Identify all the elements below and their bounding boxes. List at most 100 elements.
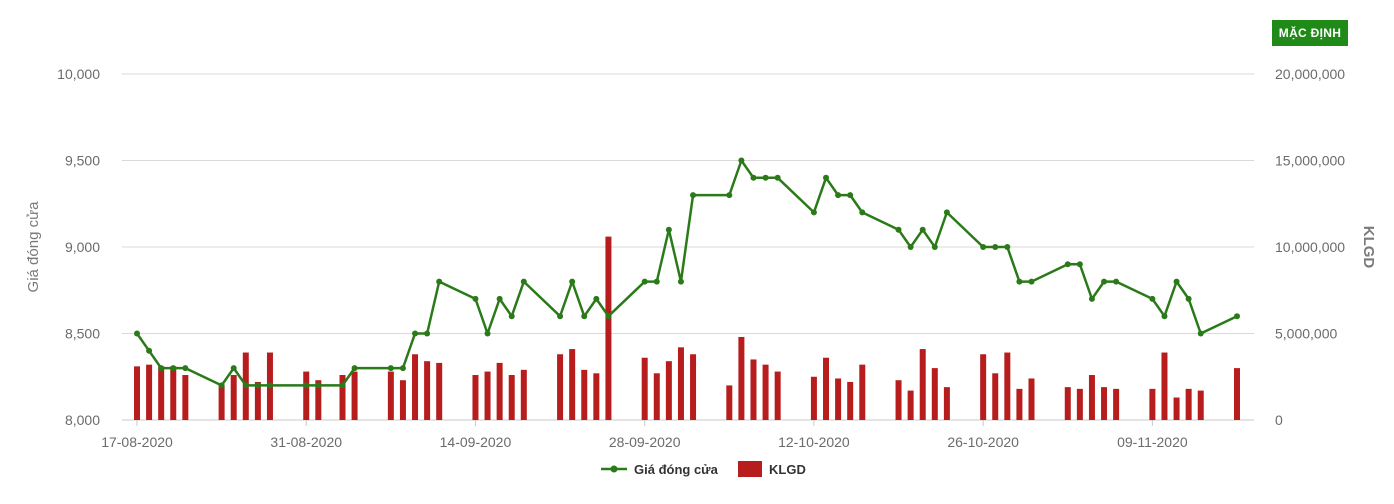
- price-point: [399, 365, 406, 372]
- volume-bar: [436, 362, 443, 420]
- volume-bar: [254, 381, 261, 420]
- volume-bar: [158, 366, 165, 420]
- price-point: [1088, 295, 1095, 302]
- price-point: [424, 330, 431, 337]
- price-point: [484, 330, 491, 337]
- price-point: [835, 192, 842, 199]
- legend-item-volume[interactable]: KLGD: [738, 461, 806, 477]
- price-point: [496, 295, 503, 302]
- price-point: [315, 382, 322, 389]
- price-point: [351, 365, 358, 372]
- price-point: [992, 244, 999, 250]
- x-tick-label: 09-11-2020: [1117, 434, 1188, 450]
- volume-bar: [1197, 390, 1204, 420]
- volume-bar: [339, 375, 346, 420]
- volume-bar: [907, 390, 914, 420]
- x-tick-label: 28-09-2020: [609, 434, 681, 450]
- volume-bar: [774, 371, 781, 420]
- price-point: [593, 295, 600, 302]
- price-point: [1101, 278, 1108, 285]
- x-tick-label: 17-08-2020: [101, 434, 173, 450]
- volume-bar: [726, 385, 733, 420]
- volume-bar: [484, 371, 491, 420]
- legend-item-price[interactable]: Giá đóng cửa: [601, 462, 719, 477]
- volume-bar: [557, 354, 564, 420]
- right-tick-label: 0: [1275, 412, 1283, 428]
- volume-bar: [1161, 352, 1168, 420]
- volume-bar: [847, 381, 854, 420]
- volume-bar: [677, 347, 684, 420]
- volume-bar: [230, 375, 237, 420]
- price-point: [520, 278, 527, 285]
- price-point: [146, 347, 153, 354]
- volume-bar: [1028, 378, 1035, 420]
- volume-bar: [810, 376, 817, 420]
- volume-bar: [690, 354, 697, 420]
- price-point: [1113, 278, 1120, 285]
- volume-bar: [412, 354, 419, 420]
- volume-bars: [134, 236, 1240, 420]
- volume-bar: [424, 361, 431, 420]
- price-point: [436, 278, 443, 285]
- price-point: [641, 278, 648, 285]
- reset-zoom-button[interactable]: MẶC ĐỊNH: [1272, 20, 1348, 46]
- price-point: [653, 278, 660, 285]
- volume-bar: [943, 387, 950, 420]
- price-point: [1149, 295, 1156, 302]
- price-line-path: [135, 159, 1238, 387]
- price-point: [1028, 278, 1035, 285]
- price-point: [1173, 278, 1180, 285]
- price-point: [1161, 313, 1168, 320]
- volume-bar: [992, 373, 999, 420]
- price-point: [774, 174, 781, 181]
- price-point: [1004, 244, 1011, 250]
- left-tick-label: 9,500: [65, 153, 100, 169]
- volume-bar: [762, 364, 769, 420]
- price-point: [690, 192, 697, 199]
- x-tick-label: 26-10-2020: [947, 434, 1019, 450]
- volume-bar: [605, 236, 612, 420]
- volume-bar: [569, 349, 576, 420]
- volume-bar: [823, 357, 830, 420]
- x-tick-label: 12-10-2020: [778, 434, 850, 450]
- left-tick-label: 9,000: [65, 239, 100, 255]
- price-point: [931, 244, 938, 250]
- right-tick-label: 15,000,000: [1275, 153, 1345, 169]
- volume-bar: [1185, 388, 1192, 420]
- price-point: [242, 382, 249, 389]
- volume-bar: [399, 380, 406, 420]
- right-axis-title: KLGD: [1360, 226, 1377, 269]
- volume-bar: [1101, 387, 1108, 420]
- volume-bar: [919, 349, 926, 420]
- price-point: [557, 313, 564, 320]
- price-point: [605, 313, 612, 320]
- volume-bar: [1234, 368, 1240, 420]
- price-point: [182, 365, 189, 372]
- x-axis-ticks: 17-08-2020 31-08-2020 14-09-2020 28-09-2020…: [101, 420, 1188, 450]
- price-point: [859, 209, 866, 216]
- price-point: [170, 365, 177, 372]
- price-point: [907, 244, 914, 250]
- price-point: [1197, 330, 1204, 337]
- volume-bar: [170, 366, 177, 420]
- price-point: [677, 278, 684, 285]
- volume-bar: [303, 371, 310, 420]
- left-tick-label: 8,000: [65, 412, 100, 428]
- price-point: [508, 313, 515, 320]
- price-point: [738, 157, 745, 164]
- price-point: [1076, 261, 1083, 268]
- price-point: [218, 382, 225, 389]
- price-point: [254, 382, 261, 389]
- volume-bar: [895, 380, 902, 420]
- price-point: [1016, 278, 1023, 285]
- left-tick-label: 10,000: [57, 66, 100, 82]
- legend[interactable]: Giá đóng cửa KLGD: [601, 461, 806, 477]
- volume-bar: [1149, 388, 1156, 420]
- volume-bar: [472, 375, 479, 420]
- right-tick-label: 20,000,000: [1275, 66, 1345, 82]
- right-tick-label: 10,000,000: [1275, 239, 1345, 255]
- volume-bar: [593, 373, 600, 420]
- legend-label-volume: KLGD: [769, 462, 806, 477]
- volume-bar: [351, 371, 358, 420]
